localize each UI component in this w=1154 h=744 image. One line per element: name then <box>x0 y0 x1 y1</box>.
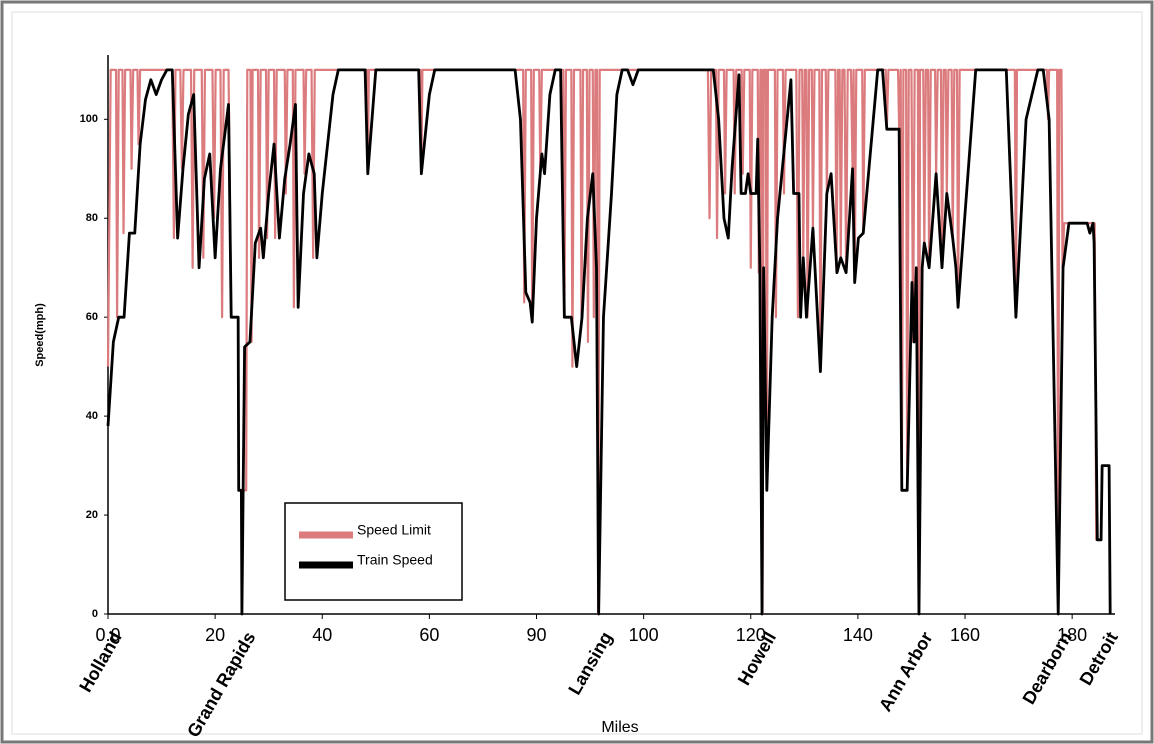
y-tick-label: 80 <box>86 212 98 224</box>
legend-label: Train Speed <box>357 552 433 568</box>
x-tick-label: 40 <box>312 625 332 645</box>
x-tick-label: 100 <box>629 625 659 645</box>
y-tick-label: 100 <box>80 113 98 125</box>
inner-frame <box>11 11 1143 735</box>
y-tick-label: 0 <box>92 608 98 620</box>
x-tick-label: 20 <box>205 625 225 645</box>
legend: Speed Limit Train Speed <box>284 502 463 601</box>
x-tick-label: 180 <box>1057 625 1087 645</box>
legend-label: Speed Limit <box>357 522 431 538</box>
x-tick-label: 90 <box>526 625 546 645</box>
series-line <box>106 68 1112 616</box>
y-tick-label: 60 <box>86 311 98 323</box>
x-tick-label: 120 <box>736 625 766 645</box>
series-line <box>106 68 1112 616</box>
y-axis-title: Speed(mph) <box>34 303 46 367</box>
x-tick-label: 0.0 <box>95 625 120 645</box>
legend-box <box>284 502 463 601</box>
y-tick-label: 40 <box>86 410 98 422</box>
y-tick-label: 20 <box>86 509 98 521</box>
x-tick-label: 60 <box>419 625 439 645</box>
x-axis-title: Miles <box>601 719 638 736</box>
x-tick-label: 160 <box>950 625 980 645</box>
x-tick-label: 140 <box>843 625 873 645</box>
